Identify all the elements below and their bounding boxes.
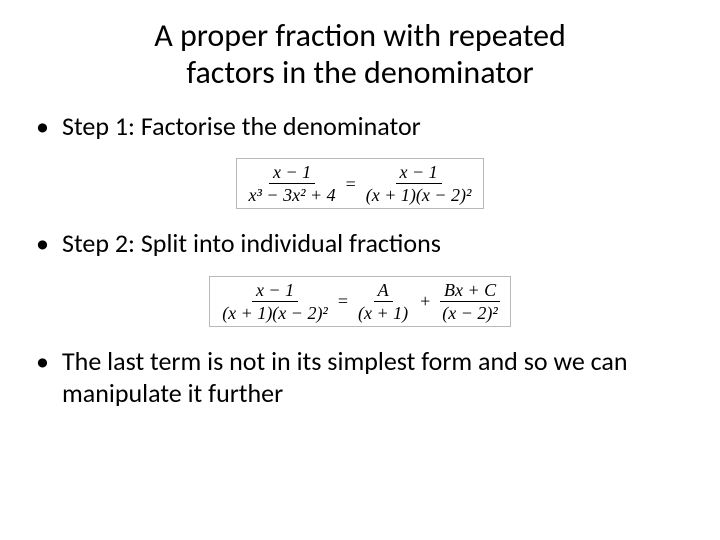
eq1-left-num: x − 1 xyxy=(269,163,315,184)
bullet-step-1-text: Step 1: Factorise the denominator xyxy=(62,110,421,142)
equation-2-wrap: x − 1 (x + 1)(x − 2)² = A (x + 1) + Bx +… xyxy=(36,276,684,327)
eq1-right-fraction: x − 1 (x + 1)(x − 2)² xyxy=(362,163,476,204)
equation-1-wrap: x − 1 x³ − 3x² + 4 = x − 1 (x + 1)(x − 2… xyxy=(36,158,684,209)
eq2-left-num: x − 1 xyxy=(252,281,298,302)
slide-title: A proper fraction with repeated factors … xyxy=(36,18,684,92)
eq1-left-fraction: x − 1 x³ − 3x² + 4 xyxy=(245,163,340,204)
title-line-2: factors in the denominator xyxy=(186,53,533,92)
bullet-step-1: Step 1: Factorise the denominator xyxy=(36,110,684,143)
eq2-mid-den: (x + 1) xyxy=(354,302,412,322)
eq2-plus: + xyxy=(420,292,430,310)
eq2-mid-num: A xyxy=(374,281,393,302)
eq2-right-fraction: Bx + C (x − 2)² xyxy=(438,281,502,322)
eq1-right-num: x − 1 xyxy=(396,163,442,184)
slide-body: Step 1: Factorise the denominator x − 1 … xyxy=(36,110,684,410)
equation-1: x − 1 x³ − 3x² + 4 = x − 1 (x + 1)(x − 2… xyxy=(236,158,485,209)
eq1-equals: = xyxy=(346,175,356,193)
eq1-right-den: (x + 1)(x − 2)² xyxy=(362,184,476,204)
title-line-1: A proper fraction with repeated xyxy=(154,16,566,55)
slide: A proper fraction with repeated factors … xyxy=(0,0,720,540)
eq2-left-fraction: x − 1 (x + 1)(x − 2)² xyxy=(218,281,332,322)
bullet-step-2-text: Step 2: Split into individual fractions xyxy=(62,227,441,259)
eq1-left-den: x³ − 3x² + 4 xyxy=(245,184,340,204)
eq2-left-den: (x + 1)(x − 2)² xyxy=(218,302,332,322)
equation-2: x − 1 (x + 1)(x − 2)² = A (x + 1) + Bx +… xyxy=(209,276,511,327)
eq2-right-den: (x − 2)² xyxy=(438,302,502,322)
bullet-note-text: The last term is not in its simplest for… xyxy=(62,345,628,410)
bullet-step-2: Step 2: Split into individual fractions xyxy=(36,227,684,260)
eq2-mid-fraction: A (x + 1) xyxy=(354,281,412,322)
bullet-list: Step 1: Factorise the denominator x − 1 … xyxy=(36,110,684,410)
eq2-equals: = xyxy=(338,292,348,310)
eq2-right-num: Bx + C xyxy=(440,281,500,302)
bullet-note: The last term is not in its simplest for… xyxy=(36,345,684,410)
